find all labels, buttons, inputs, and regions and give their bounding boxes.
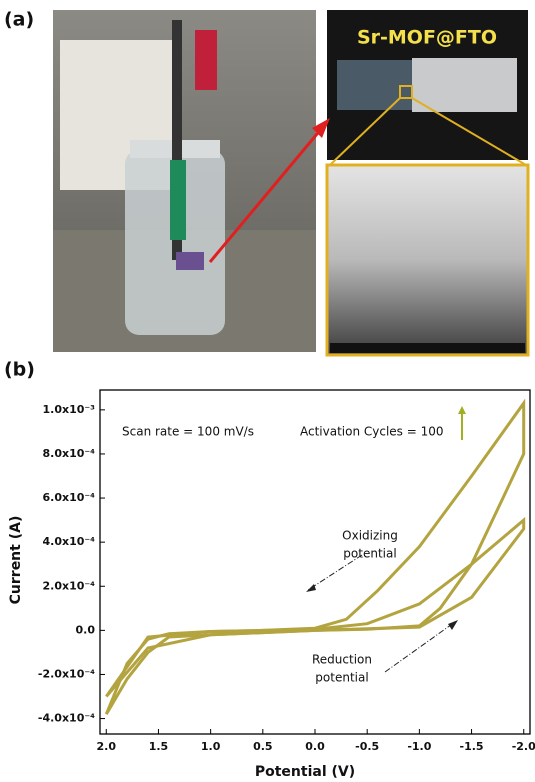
photo-label: Sr-MOF@FTO (357, 27, 497, 49)
x-tick-label: 0.0 (305, 740, 325, 753)
annotation: Activation Cycles = 100 (300, 425, 444, 439)
x-tick-label: -1.5 (460, 740, 484, 753)
y-tick-label: 8.0x10⁻⁴ (42, 447, 95, 460)
x-tick-label: 1.0 (201, 740, 221, 753)
y-tick-label: 4.0x10⁻⁴ (42, 535, 95, 548)
panel-label: (a) (4, 9, 34, 31)
panel-label: (b) (4, 359, 35, 381)
x-tick-label: 2.0 (97, 740, 117, 753)
y-tick-label: 0.0 (76, 623, 96, 636)
figure: (a) Sr-MOF@FTO (b) Potential (V) Current… (0, 0, 535, 782)
y-tick-label: 6.0x10⁻⁴ (42, 491, 95, 504)
y-tick-label: -4.0x10⁻⁴ (38, 712, 95, 725)
annotation: potential (343, 547, 396, 561)
x-tick-label: -1.0 (407, 740, 431, 753)
x-tick-label: -2.0 (512, 740, 535, 753)
annotation: potential (315, 671, 368, 685)
cv-curve (106, 403, 523, 714)
x-tick-label: 1.5 (149, 740, 169, 753)
photo-fto: Sr-MOF@FTO (327, 10, 528, 160)
y-axis-title: Current (A) (8, 516, 24, 605)
arrow-head (448, 620, 458, 630)
annotation: Scan rate = 100 mV/s (122, 425, 254, 439)
y-tick-label: 2.0x10⁻⁴ (42, 579, 95, 592)
annotation: Oxidizing (342, 529, 398, 543)
annotation: Reduction (312, 653, 372, 667)
y-tick-label: 1.0x10⁻³ (42, 403, 95, 416)
x-axis-title: Potential (V) (255, 764, 355, 780)
y-tick-label: -2.0x10⁻⁴ (38, 667, 95, 680)
arrow-head (458, 406, 466, 414)
x-tick-label: 0.5 (253, 740, 273, 753)
x-tick-label: -0.5 (355, 740, 379, 753)
